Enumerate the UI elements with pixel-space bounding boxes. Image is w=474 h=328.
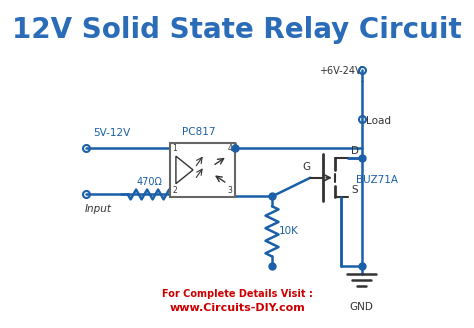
Text: +6V-24V: +6V-24V: [319, 66, 362, 75]
Text: Load: Load: [366, 116, 392, 126]
Text: 4: 4: [227, 144, 232, 153]
Bar: [170, 143, 236, 197]
Text: Input: Input: [85, 204, 112, 214]
Text: For Complete Details Visit :: For Complete Details Visit :: [162, 289, 312, 299]
Text: GND: GND: [350, 302, 374, 312]
Text: D: D: [351, 146, 359, 156]
Text: PC817: PC817: [182, 127, 216, 137]
Text: 1: 1: [173, 144, 177, 153]
Text: 5V-12V: 5V-12V: [93, 129, 130, 138]
Polygon shape: [176, 156, 193, 184]
Text: www.Circuits-DIY.com: www.Circuits-DIY.com: [169, 302, 305, 313]
Text: 10K: 10K: [279, 226, 299, 236]
Text: 3: 3: [227, 187, 232, 195]
Text: 12V Solid State Relay Circuit: 12V Solid State Relay Circuit: [12, 16, 462, 44]
Text: 470Ω: 470Ω: [137, 176, 163, 187]
Text: BUZ71A: BUZ71A: [356, 175, 398, 185]
Text: G: G: [302, 162, 310, 172]
Text: S: S: [351, 186, 358, 195]
Text: 2: 2: [173, 187, 177, 195]
